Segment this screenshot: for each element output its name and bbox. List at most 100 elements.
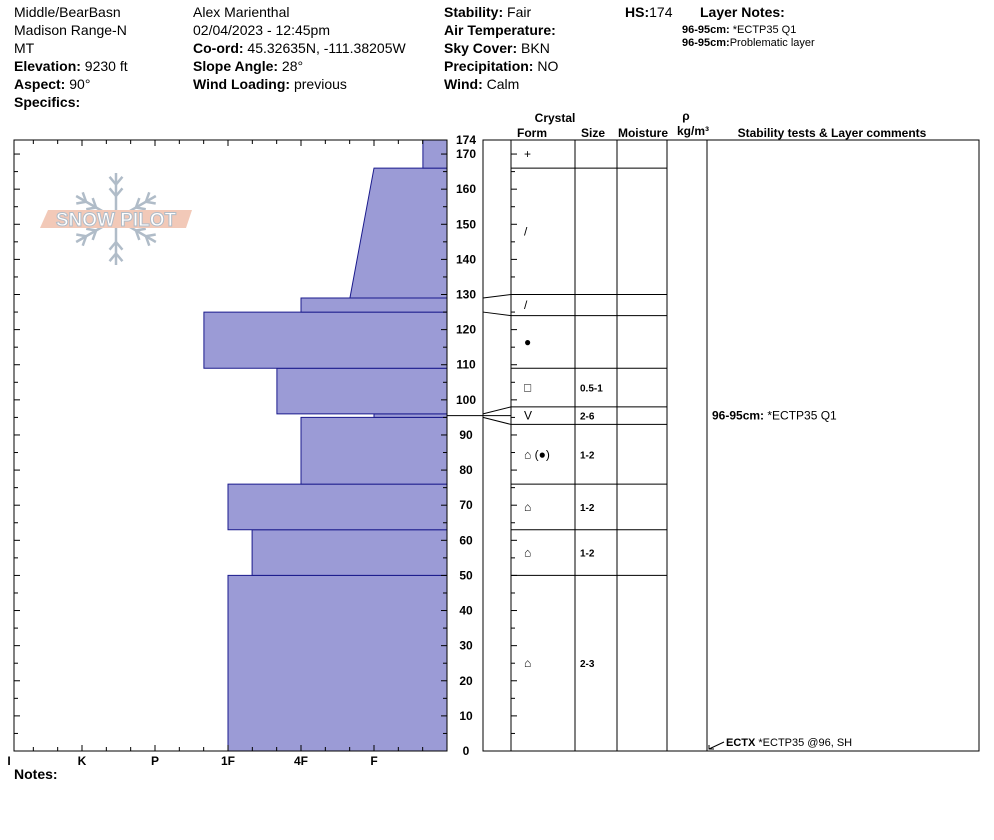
depth-label: 100 — [456, 393, 476, 407]
snow-height: HS:174 — [625, 4, 672, 20]
location-line-2: Madison Range-N — [14, 22, 127, 38]
logo-text: SNOW PILOT — [56, 210, 177, 231]
snow-height-label: HS: — [625, 4, 650, 20]
snowflake-branch — [108, 241, 117, 251]
precipitation-value: NO — [533, 58, 559, 74]
hardness-tick-label: 1F — [221, 754, 235, 768]
layer-connector — [482, 416, 512, 425]
depth-label: 90 — [459, 428, 473, 442]
crystal-form-symbol: / — [524, 298, 528, 312]
depth-label: 170 — [456, 147, 476, 161]
aspect: Aspect: 90° — [14, 76, 90, 92]
snowflake-branch — [134, 230, 141, 241]
stability: Stability: Fair — [444, 4, 531, 20]
hardness-layer-bar — [373, 413, 448, 418]
layer-notes-label: Layer Notes: — [700, 4, 785, 20]
depth-label: 60 — [459, 533, 473, 547]
snowflake-branch — [108, 176, 117, 186]
layer-note-1-text: *ECTP35 Q1 — [729, 24, 797, 36]
crystal-size: 2-6 — [580, 412, 595, 423]
hardness-layer-bar — [349, 167, 448, 299]
wind: Wind: Calm — [444, 76, 519, 92]
hardness-layer-bar — [300, 297, 448, 313]
layer-table-frame — [482, 139, 980, 752]
observer-name: Alex Marienthal — [193, 4, 290, 20]
crystal-form-symbol: ⌂ — [524, 546, 531, 560]
logo-banner — [40, 210, 192, 228]
snowflake-branch — [145, 233, 156, 238]
depth-label: 140 — [456, 252, 476, 266]
hardness-layer-bar — [203, 311, 448, 369]
snowflake-branch — [135, 206, 146, 211]
depth-label: 20 — [459, 674, 473, 688]
layer-comment: 96-95cm: *ECTP35 Q1 — [712, 409, 837, 423]
crystal-size: 1-2 — [580, 450, 595, 461]
elevation: Elevation: 9230 ft — [14, 58, 128, 74]
location-line-1: Middle/BearBasn — [14, 4, 121, 20]
elevation-value: 9230 ft — [80, 58, 128, 74]
hardness-tick-label: F — [370, 754, 377, 768]
snowflake-branch — [134, 197, 141, 208]
precipitation-label: Precipitation: — [444, 58, 534, 74]
crystal-size: 2-3 — [580, 659, 595, 670]
hardness-plot-frame — [13, 139, 448, 752]
stability-label: Stability: — [444, 4, 504, 20]
stability-test-arrowhead — [708, 745, 714, 750]
sky-cover-value: BKN — [517, 40, 550, 56]
layer-connector — [482, 311, 512, 317]
depth-label: 80 — [459, 463, 473, 477]
rho-header: ρ — [682, 109, 689, 123]
crystal-form-symbol: ⌂ — [524, 500, 531, 514]
coordinates-label: Co-ord: — [193, 40, 244, 56]
crystal-form-symbol: + — [524, 147, 531, 161]
wind-loading: Wind Loading: previous — [193, 76, 347, 92]
layer-connector — [482, 294, 512, 299]
snowflake-branch — [91, 197, 98, 208]
stability-test-text: *ECTP35 @96, SH — [755, 737, 852, 749]
precipitation: Precipitation: NO — [444, 58, 558, 74]
elevation-label: Elevation: — [14, 58, 81, 74]
depth-label: 0 — [463, 744, 470, 758]
wind-loading-label: Wind Loading: — [193, 76, 291, 92]
snowflake-branch — [86, 206, 97, 211]
wind-value: Calm — [482, 76, 520, 92]
stability-test-code: ECTX — [726, 737, 756, 749]
slope-angle-value: 28° — [278, 58, 304, 74]
snowflake-branch — [144, 191, 151, 203]
snowflake-branch — [115, 176, 124, 186]
depth-label: 120 — [456, 323, 476, 337]
layer-comment-text: *ECTP35 Q1 — [764, 409, 837, 423]
crystal-form-symbol: ⌂ (●) — [524, 447, 550, 461]
snowpilot-logo: SNOW PILOT — [40, 173, 192, 265]
density-unit-header: kg/m³ — [677, 124, 709, 138]
snow-height-value: 174 — [649, 4, 673, 20]
layer-connector — [482, 406, 512, 415]
hardness-layer-bar — [227, 574, 448, 752]
depth-label: 50 — [459, 568, 473, 582]
crystal-form-symbol: V — [524, 409, 532, 423]
snowflake-branch — [91, 230, 98, 241]
snowflake-branch — [86, 227, 97, 232]
snowflake-branch — [145, 200, 156, 205]
snowflake-branch — [108, 187, 117, 197]
layer-note-2: 96-95cm:Problematic layer — [682, 37, 815, 50]
snowflake-branch — [76, 233, 87, 238]
crystal-size: 1-2 — [580, 549, 595, 560]
snowflake-branch — [81, 191, 88, 203]
wind-label: Wind: — [444, 76, 483, 92]
depth-label: 10 — [459, 709, 473, 723]
crystal-size: 0.5-1 — [580, 384, 603, 395]
snowflake-branch — [81, 235, 88, 247]
layer-note-1-depth: 96-95cm: — [682, 24, 730, 36]
crystal-size: 1-2 — [580, 503, 595, 514]
size-header: Size — [581, 126, 605, 140]
depth-label: 160 — [456, 182, 476, 196]
stability-test-pointer — [708, 741, 725, 750]
slope-angle-label: Slope Angle: — [193, 58, 279, 74]
hardness-layer-bar — [251, 529, 448, 576]
form-header: Form — [517, 126, 547, 140]
hardness-tick-label: K — [78, 754, 87, 768]
crystal-form-symbol: ● — [524, 335, 531, 349]
depth-label: 110 — [456, 358, 476, 372]
